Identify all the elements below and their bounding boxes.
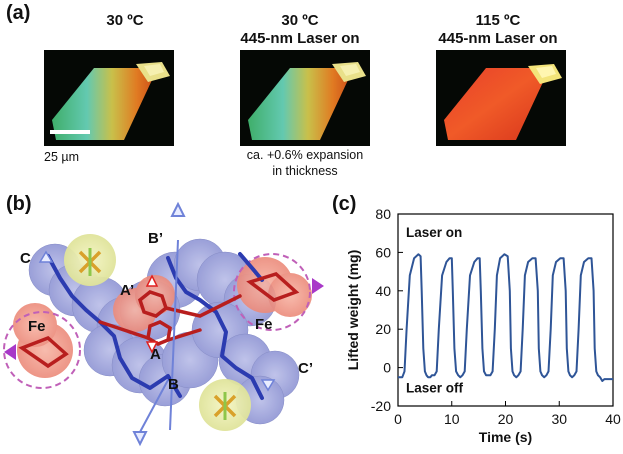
expansion-arrows <box>132 201 186 447</box>
crystal-photo-30c <box>44 50 174 146</box>
atom-label-fe-left: Fe <box>28 318 46 335</box>
image1-header-line1: 30 ºC <box>106 12 144 29</box>
atom-label-a-prime: A’ <box>120 282 135 299</box>
x-tick-label: 30 <box>551 411 567 427</box>
panel-a-label: (a) <box>6 2 31 24</box>
y-tick-label: 40 <box>375 283 391 299</box>
image2-header-line1: 30 ºC <box>281 12 319 29</box>
x-axis-label: Time (s) <box>479 429 532 445</box>
y-tick-label: 0 <box>383 360 391 376</box>
x-tick-label: 20 <box>498 411 514 427</box>
image2-caption-line1: ca. +0.6% expansion <box>246 148 364 162</box>
panel-b-label: (b) <box>6 193 32 215</box>
y-axis-label: Lifted weight (mg) <box>345 250 361 371</box>
atom-label-a: A <box>150 346 161 363</box>
x-tick-label: 0 <box>394 411 402 427</box>
annotation-laser-on: Laser on <box>406 225 462 240</box>
molecular-structure <box>0 200 330 449</box>
y-tick-label: 80 <box>375 206 391 222</box>
image2-header-line2: 445-nm Laser on <box>240 30 360 47</box>
annotation-laser-off: Laser off <box>406 381 464 396</box>
y-tick-label: 60 <box>375 244 391 260</box>
series-line-0 <box>398 253 613 382</box>
blue-vdw-surface <box>28 238 300 425</box>
image3-header-line1: 115 ºC <box>475 12 521 29</box>
image3-header: 115 ºC 445-nm Laser on <box>420 12 576 48</box>
atom-label-fe-right: Fe <box>255 316 273 333</box>
y-tick-label: 20 <box>375 321 391 337</box>
image2-caption: ca. +0.6% expansion in thickness <box>230 147 380 179</box>
crystal-photo-115c-laser <box>436 50 566 146</box>
y-tick-label: -20 <box>371 398 391 414</box>
x-tick-label: 40 <box>605 411 621 427</box>
atom-label-b: B <box>168 376 179 393</box>
atom-label-c: C <box>20 250 31 267</box>
image3-header-line2: 445-nm Laser on <box>438 30 558 47</box>
image1-header: 30 ºC <box>55 12 195 30</box>
scale-bar-label: 25 µm <box>44 150 79 164</box>
x-tick-label: 10 <box>444 411 460 427</box>
chart-series <box>398 253 613 382</box>
image2-header: 30 ºC 445-nm Laser on <box>222 12 378 48</box>
image2-caption-line2: in thickness <box>272 164 338 178</box>
panel-c-label: (c) <box>332 193 357 215</box>
atom-label-c-prime: C’ <box>298 360 313 377</box>
atom-label-b-prime: B’ <box>148 230 163 247</box>
crystal-photo-30c-laser <box>240 50 370 146</box>
